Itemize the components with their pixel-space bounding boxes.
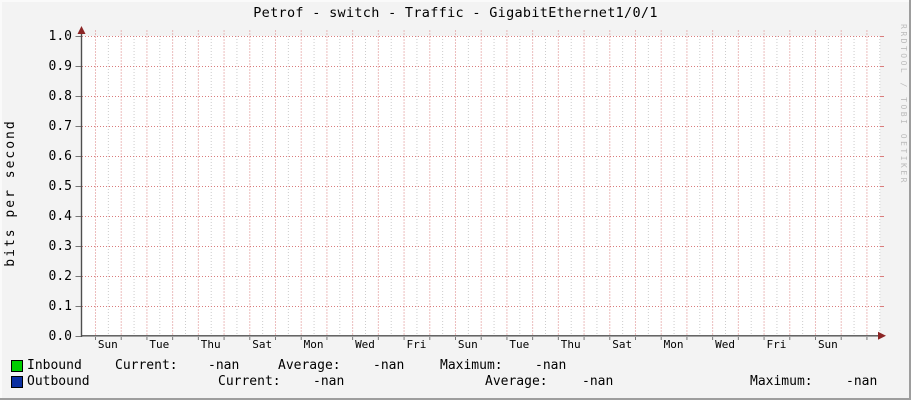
- x-tick-label: Thu: [200, 338, 221, 351]
- chart-title: Petrof - switch - Traffic - GigabitEther…: [253, 5, 658, 21]
- x-tick-label: Wed: [715, 338, 735, 351]
- legend-stat-key: Average:: [485, 374, 548, 389]
- x-tick-label: Tue: [149, 338, 170, 351]
- y-tick-label: 0.7: [48, 119, 72, 134]
- legend-stat-value: -nan: [582, 374, 614, 389]
- legend-stat-key: Maximum:: [440, 358, 503, 373]
- y-tick-label: 0.5: [48, 179, 72, 194]
- y-tick-label: 0.0: [48, 329, 72, 344]
- legend-swatch-outbound: [11, 376, 23, 388]
- y-tick-label: 1.0: [48, 29, 72, 44]
- legend-stat-value: -nan: [313, 374, 345, 389]
- x-axis-arrow-icon: [878, 331, 886, 340]
- x-tick-label: Tue: [509, 338, 530, 351]
- x-tick-label: Sun: [817, 338, 838, 351]
- legend-stat-value: -nan: [535, 358, 567, 373]
- x-tick-label: Sat: [612, 338, 633, 351]
- legend-stat-key: Current:: [115, 358, 178, 373]
- legend-stat-key: Maximum:: [750, 374, 813, 389]
- legend-stat-key: Average:: [278, 358, 341, 373]
- y-tick-label: 0.2: [48, 269, 72, 284]
- legend-swatch-inbound: [11, 360, 23, 372]
- legend-stat-value: -nan: [208, 358, 240, 373]
- x-tick-label: Wed: [355, 338, 375, 351]
- legend-series-label: Outbound: [27, 374, 90, 389]
- y-tick-label: 0.8: [48, 89, 72, 104]
- legend-stat-value: -nan: [846, 374, 878, 389]
- legend-stat-key: Current:: [218, 374, 281, 389]
- legend-series-label: Inbound: [27, 358, 82, 373]
- y-tick-label: 0.4: [48, 209, 72, 224]
- y-tick-label: 0.3: [48, 239, 72, 254]
- y-tick-label: 0.1: [48, 299, 72, 314]
- x-tick-label: Mon: [303, 338, 324, 351]
- x-tick-label: Fri: [406, 338, 427, 351]
- y-tick-label: 0.6: [48, 149, 72, 164]
- y-axis-title: bits per second: [3, 119, 18, 267]
- x-tick-label: Fri: [766, 338, 787, 351]
- y-axis-arrow-icon: [77, 26, 86, 34]
- x-tick-label: Thu: [560, 338, 581, 351]
- x-tick-label: Sun: [457, 338, 478, 351]
- x-tick-label: Mon: [663, 338, 684, 351]
- x-tick-label: Sun: [97, 338, 118, 351]
- x-tick-label: Sat: [252, 338, 273, 351]
- legend-stat-value: -nan: [373, 358, 405, 373]
- y-tick-label: 0.9: [48, 59, 72, 74]
- rrdtool-watermark: RRDTOOL / TOBI OETIKER: [899, 24, 908, 185]
